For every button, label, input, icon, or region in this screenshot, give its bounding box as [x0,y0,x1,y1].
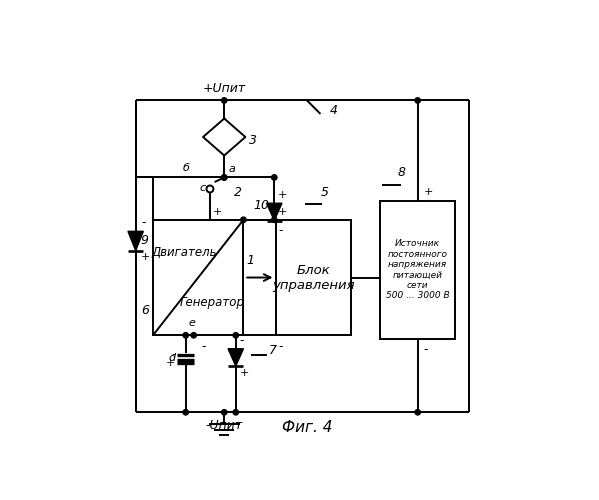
Circle shape [222,174,227,180]
Text: Генератор: Генератор [179,296,244,310]
Text: а: а [229,164,236,173]
Text: +: + [423,186,433,196]
Text: 7: 7 [268,344,277,357]
Text: 6: 6 [141,304,149,317]
Text: -: - [141,216,146,230]
Text: -: - [278,340,283,353]
Text: 8: 8 [398,166,406,179]
Text: Фиг. 4: Фиг. 4 [282,420,332,436]
Bar [276,220,351,336]
Text: +: + [213,206,222,216]
Text: б: б [182,163,189,173]
Text: -: - [240,334,244,347]
Text: 1: 1 [247,254,255,266]
Polygon shape [228,349,243,366]
Text: d: d [168,352,175,362]
Text: +: + [141,252,150,262]
Text: Источник
постоянного
напряжения
питающей
сети
500 ... 3000 В: Источник постоянного напряжения питающей… [386,240,449,300]
Text: 5: 5 [320,186,328,198]
Text: +: + [166,358,175,368]
Text: Двигатель: Двигатель [152,246,217,258]
Circle shape [233,332,238,338]
Text: +Uпит: +Uпит [202,82,246,94]
Text: 4: 4 [330,104,338,117]
Bar [153,220,243,336]
Text: е: е [188,318,195,328]
Text: Блок
управления: Блок управления [273,264,355,291]
Text: -: - [278,224,283,236]
Text: -: - [423,343,428,356]
Circle shape [271,174,277,180]
Text: с: с [199,183,205,193]
Text: +: + [278,206,288,216]
Text: -: - [171,350,175,360]
Circle shape [222,174,227,180]
Text: 2: 2 [234,186,242,198]
Text: -Uпит: -Uпит [205,419,243,432]
Text: +: + [278,190,288,200]
Circle shape [183,410,189,415]
Circle shape [191,332,196,338]
Text: 3: 3 [249,134,257,147]
Polygon shape [267,203,282,220]
Text: +: + [240,368,249,378]
Text: 9: 9 [140,234,149,248]
Circle shape [271,217,277,222]
Circle shape [233,410,238,415]
Circle shape [222,98,227,103]
Circle shape [415,410,420,415]
Text: -: - [201,340,206,353]
Circle shape [415,98,420,103]
Circle shape [241,217,246,222]
Polygon shape [128,232,143,250]
Circle shape [222,410,227,415]
Circle shape [183,332,189,338]
Bar [380,200,455,339]
Text: 10: 10 [253,198,269,211]
